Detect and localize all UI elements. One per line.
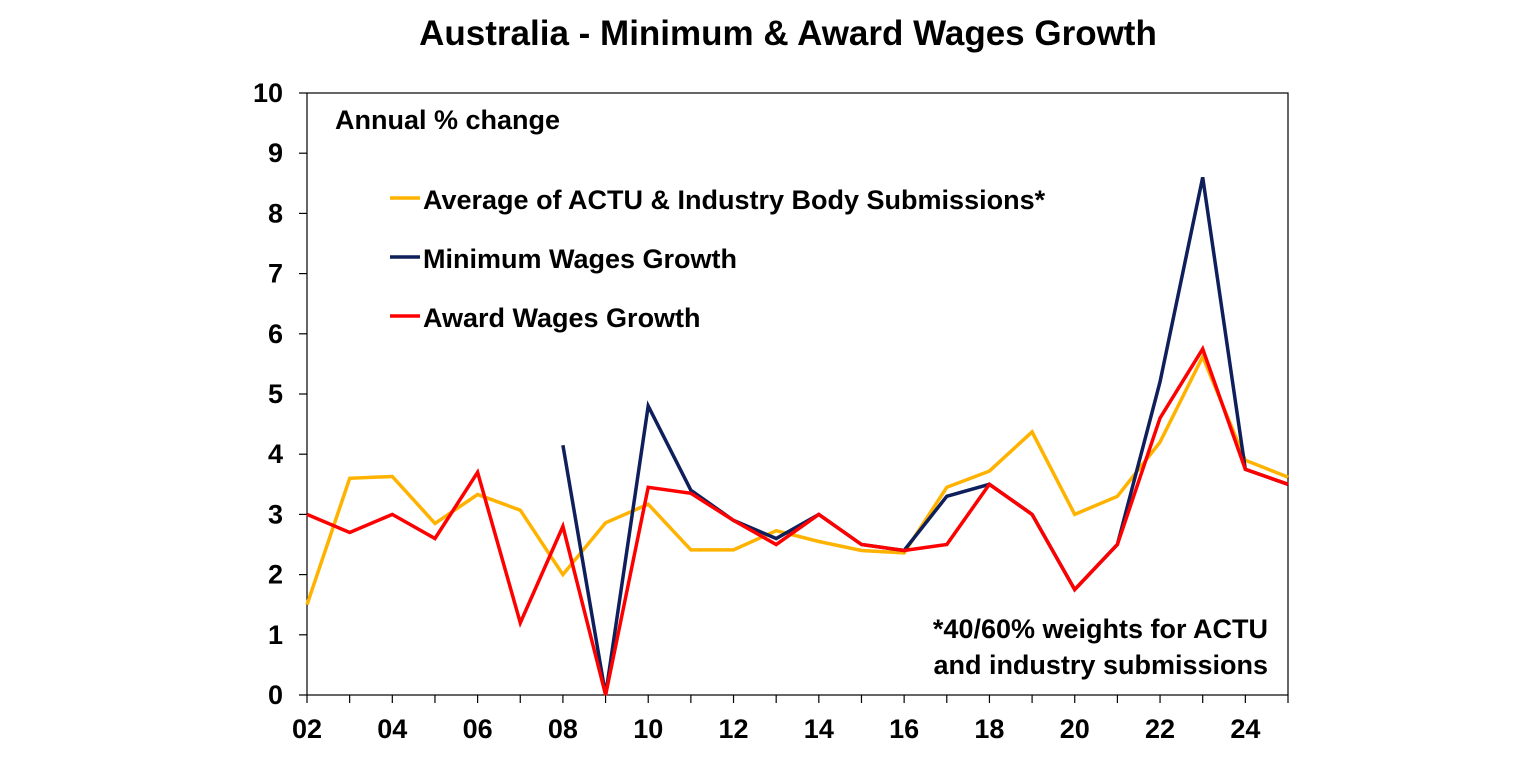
x-tick-label: 06	[463, 714, 493, 744]
x-tick-label: 20	[1060, 714, 1090, 744]
annotation-line-0: *40/60% weights for ACTU	[933, 614, 1268, 644]
x-tick-label: 24	[1230, 714, 1260, 744]
y-tick-label: 2	[268, 560, 283, 590]
x-tick-label: 04	[377, 714, 407, 744]
x-tick-label: 08	[548, 714, 578, 744]
y-tick-label: 9	[268, 138, 283, 168]
legend-label-2: Award Wages Growth	[423, 303, 701, 333]
y-tick-label: 7	[268, 259, 283, 289]
series-line-1	[561, 176, 1289, 696]
x-tick-label: 16	[889, 714, 919, 744]
x-tick-label: 14	[804, 714, 834, 744]
y-tick-label: 0	[268, 680, 283, 710]
x-tick-label: 18	[974, 714, 1004, 744]
plot-frame	[306, 92, 1289, 696]
y-tick-label: 4	[268, 439, 283, 469]
legend-label-0: Average of ACTU & Industry Body Submissi…	[423, 185, 1046, 215]
y-axis-label: Annual % change	[335, 105, 560, 135]
legend-label-1: Minimum Wages Growth	[423, 244, 737, 274]
y-tick-label: 6	[268, 319, 283, 349]
series-line-0	[305, 352, 1289, 606]
x-tick-label: 02	[292, 714, 322, 744]
annotation-line-1: and industry submissions	[933, 650, 1268, 680]
x-tick-label: 10	[633, 714, 663, 744]
y-tick-label: 1	[268, 620, 283, 650]
series-line-2	[306, 344, 1289, 696]
chart-title: Australia - Minimum & Award Wages Growth	[419, 14, 1157, 53]
y-tick-label: 8	[268, 198, 283, 228]
y-tick-label: 3	[268, 499, 283, 529]
x-tick-label: 12	[718, 714, 748, 744]
x-tick-label: 22	[1145, 714, 1175, 744]
y-tick-label: 5	[268, 379, 283, 409]
y-tick-label: 10	[253, 78, 283, 108]
